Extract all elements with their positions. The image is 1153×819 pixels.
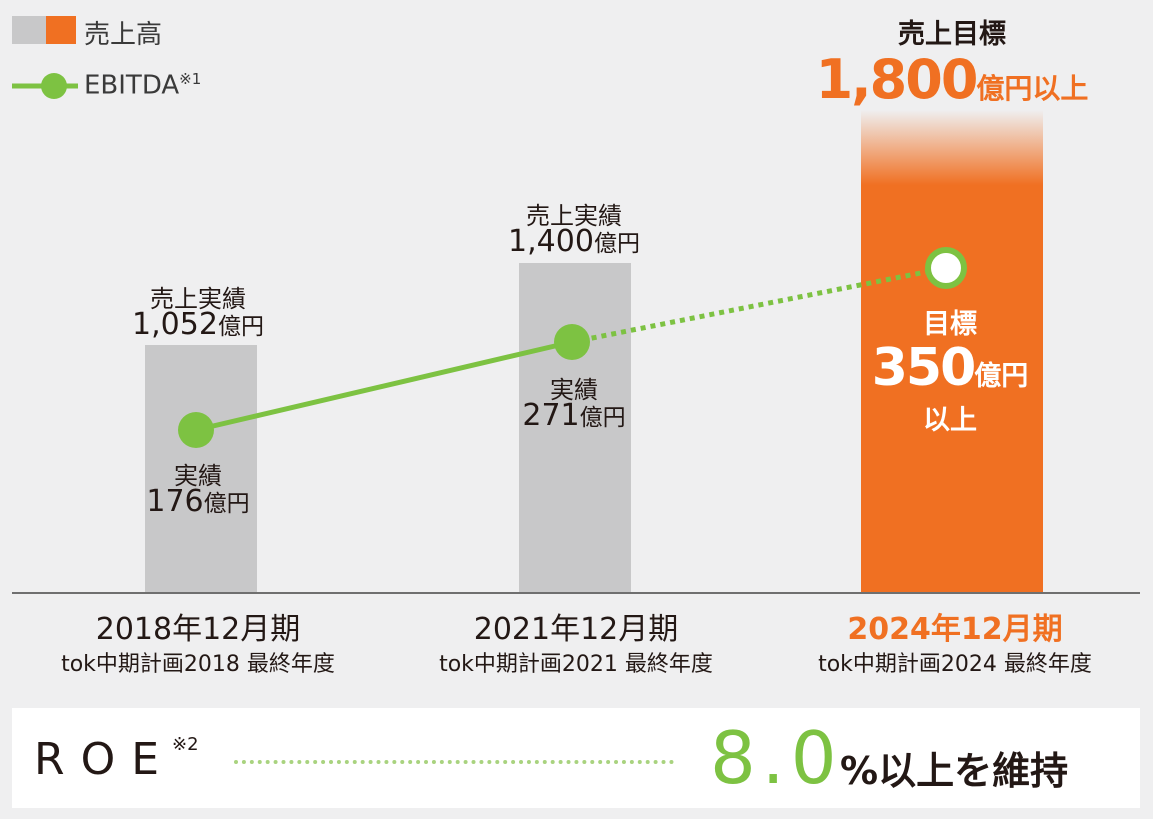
sales-number-2024: 1,800 [815, 48, 979, 111]
sales-orange-swatch [46, 16, 76, 44]
x-label-plan-2021: tok中期計画2021 最終年度 [439, 652, 713, 677]
roe-value: 8.0 [710, 716, 843, 800]
sales-unit-2021: 億円 [593, 231, 640, 257]
ebitda-unit-2018: 億円 [203, 491, 250, 517]
sales-caption-2021: 売上実績 [526, 202, 622, 230]
ebitda-point-2024 [925, 247, 967, 289]
ebitda-point-2021 [554, 324, 590, 360]
x-label-year-2024: 2024年12月期 [847, 612, 1063, 647]
ebitda-point-2018 [178, 412, 214, 448]
x-label-plan-2018: tok中期計画2018 最終年度 [61, 652, 335, 677]
ebitda-number-2024: 350 [871, 338, 977, 398]
ebitda-suffix-2024: 以上 [923, 405, 977, 436]
ebitda-legend-marker-icon [12, 73, 78, 99]
sales-unit-2018: 億円 [217, 314, 264, 340]
sales-number-2021: 1,400 [508, 224, 594, 259]
roe-note: ※2 [172, 734, 199, 755]
ebitda-caption-2021: 実績 [550, 376, 598, 404]
sales-value-2024: 1,800億円以上 [816, 48, 1089, 111]
sales-caption-2018: 売上実績 [150, 285, 246, 313]
sales-caption-2024: 売上目標 [898, 19, 1006, 50]
roe-dotted-leader [234, 760, 674, 764]
ebitda-caption-2024: 目標 [923, 309, 977, 340]
legend-ebitda-label: EBITDA※1 [84, 70, 201, 101]
ebitda-number-2018: 176 [146, 484, 204, 519]
ebitda-value-2021: 271億円 [522, 398, 625, 433]
ebitda-unit-2024: 億円 [974, 361, 1029, 392]
sales-unit-2024: 億円以上 [976, 72, 1089, 105]
sales-value-2021: 1,400億円 [508, 224, 640, 259]
x-axis-baseline [12, 592, 1140, 594]
roe-suffix: %以上を維持 [840, 749, 1069, 793]
ebitda-value-2024: 350億円 [872, 338, 1029, 398]
ebitda-caption-2018: 実績 [174, 462, 222, 490]
x-label-year-2021: 2021年12月期 [473, 612, 679, 647]
x-label-plan-2024: tok中期計画2024 最終年度 [818, 652, 1092, 677]
legend-sales-label: 売上高 [84, 20, 163, 50]
ebitda-number-2021: 271 [522, 398, 580, 433]
legend-ebitda-note: ※1 [179, 70, 202, 88]
ebitda-value-2018: 176億円 [146, 484, 249, 519]
sales-gray-swatch [12, 16, 46, 44]
roe-panel: ROE ※2 8.0 %以上を維持 [12, 708, 1140, 808]
sales-number-2018: 1,052 [132, 307, 218, 342]
bar-sales-2018 [145, 345, 257, 592]
roe-label: ROE [34, 734, 176, 785]
ebitda-target-line [571, 265, 947, 345]
legend-ebitda-text: EBITDA [84, 70, 180, 101]
bar-sales-2024 [861, 110, 1043, 592]
ebitda-unit-2021: 億円 [579, 405, 626, 431]
ebitda-actual-line [195, 339, 573, 433]
x-label-year-2018: 2018年12月期 [95, 612, 301, 647]
bar-sales-2021 [519, 263, 631, 592]
sales-value-2018: 1,052億円 [132, 307, 264, 342]
